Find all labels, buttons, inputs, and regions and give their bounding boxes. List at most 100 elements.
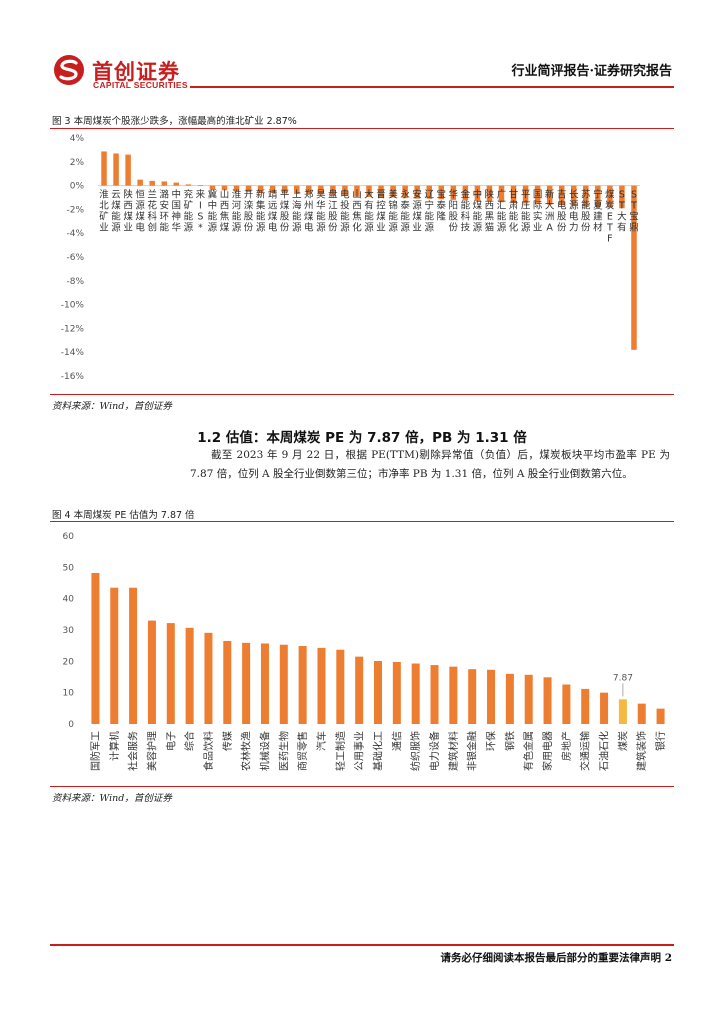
figure3-ytick-label: -14% [61,348,85,358]
figure4-category-label: 建筑材料 [447,731,460,771]
figure3-category-label: 靖远煤电 [268,189,278,234]
figure4-category-label: 纺织服饰 [409,731,422,771]
footer-disclaimer-text: 请务必仔细阅读本报告最后部分的重要法律声明 [440,952,662,964]
figure3-bar [607,185,613,208]
figure3-title: 图 3 本周煤炭个股涨少跌多，涨幅最高的淮北矿业 2.87% [52,116,297,127]
figure4-category-label: 汽车 [315,731,328,751]
figure4-category-label: 建筑装饰 [635,731,648,771]
figure4-bar [600,692,609,724]
figure3-ytick-label: -10% [61,301,85,311]
section-paragraph: 截至 2023 年 9 月 22 日，根据 PE(TTM)剔除异常值（负值）后，… [190,449,670,480]
brand-name-cn: 首创证券 [92,60,180,84]
figure4-bar [637,703,646,724]
figure3-category-label: 昊华能源 [316,190,326,234]
figure3-category-label: 苏能股份 [581,189,591,234]
figure3-category-label: 山西焦化 [352,190,362,234]
figure4-ytick-label: 40 [63,595,75,605]
figure4-highlight-data-label: 7.87 [613,673,633,683]
figure4-bar [91,572,100,724]
figure3-ytick-label: 2% [70,158,85,168]
figure4-bar [204,632,213,724]
figure3-category-label: 长源电力 [569,189,579,234]
figure3-category-label: 云煤能源 [111,190,121,234]
figure3-bar [221,185,228,191]
figure4-category-label: 交通运输 [579,731,592,771]
figure4-bar [487,669,496,724]
figure4-category-label: 食品饮料 [202,731,215,771]
figure3-category-label: 永泰能源 [400,189,410,234]
figure3-category-label: 辽宁能源 [424,189,434,234]
figure3-bar [306,185,312,194]
brand-logo-icon [52,54,86,86]
figure3-category-label: 大有能源 [364,189,374,234]
figure3-bar [233,185,240,192]
figure3-category-label: S T 大有 [617,190,627,234]
figure4-bar [147,620,156,724]
figure3-bar [450,185,457,200]
figure4-ytick-label: 20 [63,657,75,667]
figure3-bar [546,185,553,205]
figure4-ytick-label: 0 [68,720,74,730]
figure4-category-label: 石油石化 [598,731,611,771]
figure3-bar [426,185,432,199]
figure3-bar [571,185,577,206]
figure4-bar [468,669,477,724]
figure3-bar [486,185,493,202]
figure4-ytick-label: 60 [63,532,75,542]
figure3-category-label: 中国神华 [172,189,182,234]
figure4-ytick-label: 30 [63,626,75,636]
figure3-category-label: 新大洲 A [545,189,555,234]
figure3-category-label: 兖矿能源 [184,189,194,234]
figure4-category-label: 机械设备 [258,731,271,771]
figure3-top-rule [50,128,674,129]
figure3-bar [402,185,408,199]
figure4-bar [242,642,251,724]
figure4-category-label: 综合 [183,731,196,751]
figure3-category-label: 金能科技 [461,189,471,234]
figure4-category-label: 公用事业 [353,731,366,771]
figure3-category-label: 广汇能源 [497,189,507,234]
figure3-category-label: 上海能源 [292,190,302,234]
footer-disclaimer: 请务必仔细阅读本报告最后部分的重要法律声明 2 [441,950,672,965]
figure3-category-label: 电投能源 [340,189,350,234]
figure3-bar [330,185,336,196]
figure3-bar [101,151,107,186]
figure3-bar [474,185,481,202]
figure4-ytick-label: 50 [63,563,75,573]
figure4-bar [336,649,345,724]
figure3-bar [125,154,131,186]
figure4-category-label: 家用电器 [541,731,554,771]
figure3-ytick-label: -12% [61,324,85,334]
figure3-bar [245,185,252,193]
figure4-bar [279,644,288,724]
figure3-category-label: 盘江股份 [328,189,338,234]
figure4-bar [166,623,175,724]
figure3-ytick-label: -4% [66,229,84,239]
figure4-bar [581,688,590,724]
figure4-category-label: 通信 [391,731,403,751]
figure3-bar [438,185,445,200]
figure3-bar [137,179,143,186]
figure3-ytick-label: -2% [66,205,84,215]
figure4-bar [260,643,269,724]
figure3-bar [281,185,288,194]
figure4-bar [543,677,552,724]
figure4-category-label: 银行 [654,731,667,751]
figure3-bar [293,185,300,194]
figure3-category-label: 甘肃能化 [509,189,519,234]
figure4-category-label: 轻工制造 [334,731,347,771]
figure3-bar [149,180,155,186]
figure3-bar [257,185,264,193]
footer-divider [50,944,674,946]
report-type: 行业简评报告·证券研究报告 [511,64,672,79]
figure3-source: 资料来源：Wind，首创证券 [52,401,172,412]
figure4-bar [449,666,458,724]
figure3-bottom-rule [50,394,674,395]
figure4-bar [524,674,533,724]
figure3-bar [498,185,505,203]
figure3-category-label: 国际实业 [533,190,543,234]
figure4-bar [505,673,514,724]
figure3-bar [342,185,348,196]
figure3-category-label: 陕西煤业 [123,189,133,234]
figure3-bar [522,185,529,204]
